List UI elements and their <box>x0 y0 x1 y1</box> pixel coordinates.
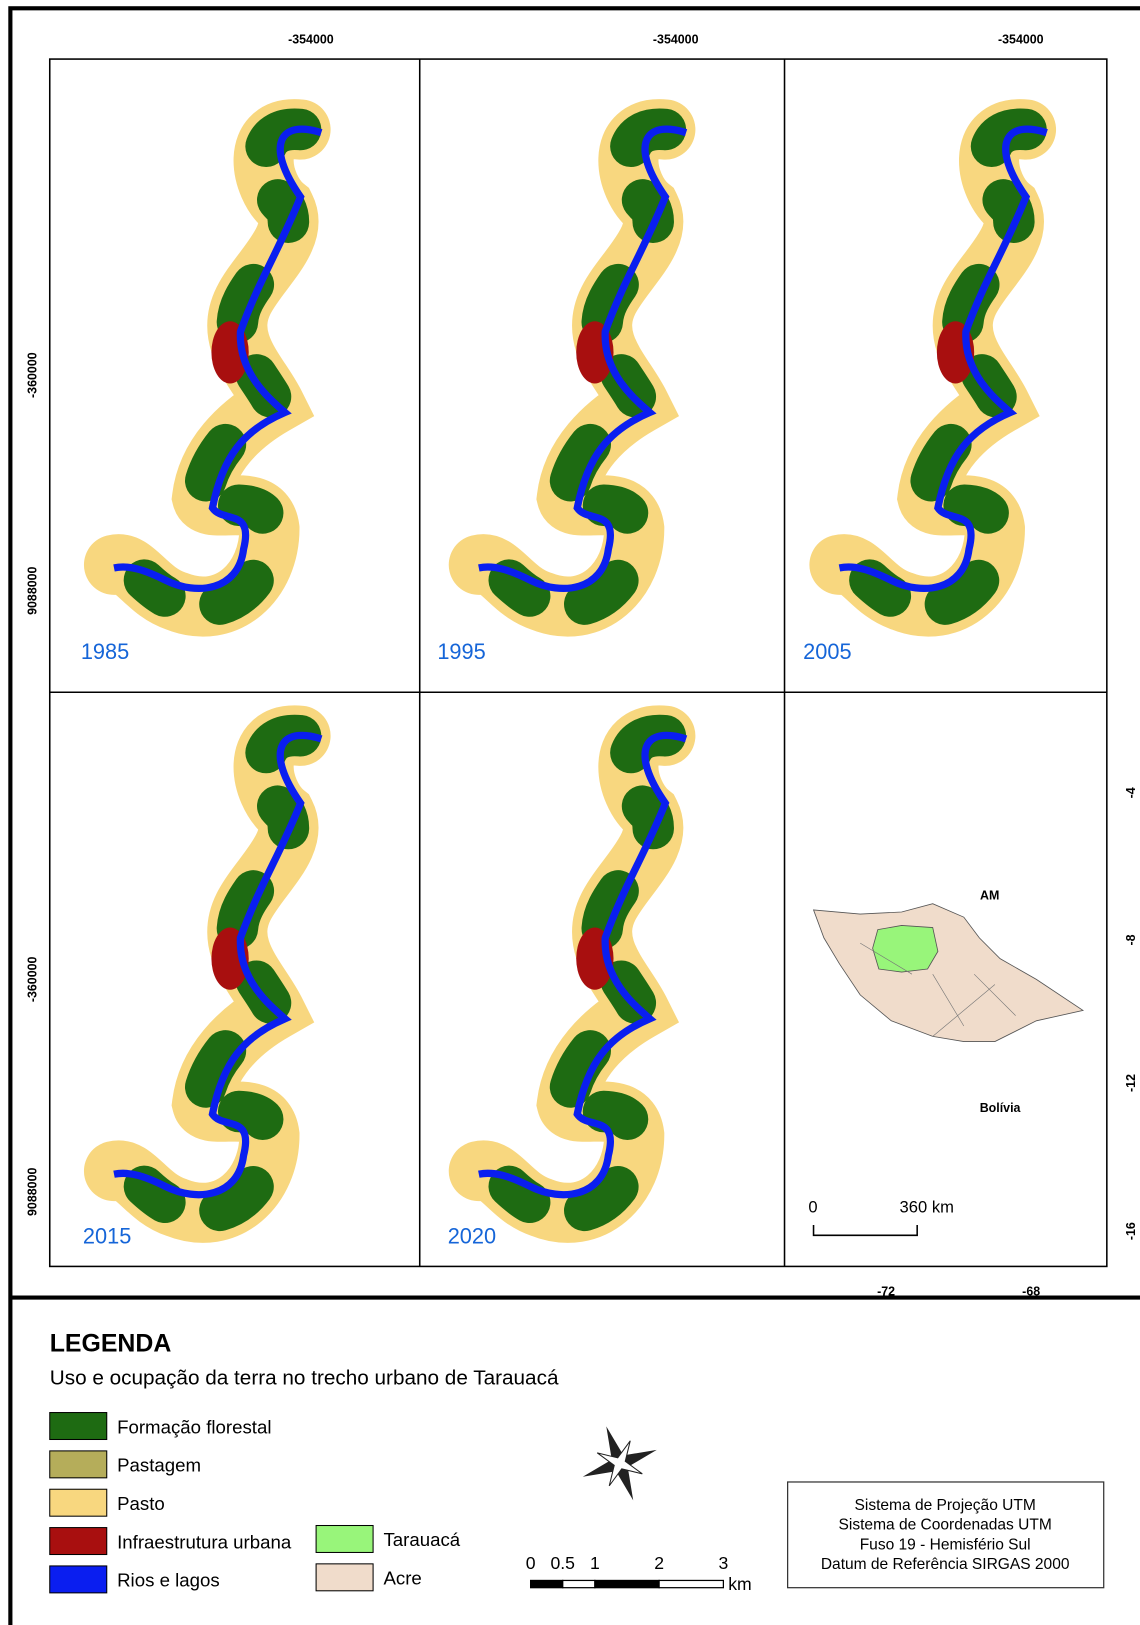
locator-scale-label: 0 <box>808 1198 817 1217</box>
lat-tick-label: -8 <box>1124 934 1138 945</box>
legend-items: Formação florestal Pastagem Pasto Infraestr… <box>50 1413 461 1593</box>
scale-label: km <box>728 1574 751 1594</box>
legend-title: LEGENDA <box>50 1329 172 1357</box>
legend-swatch <box>50 1451 107 1478</box>
legend-swatch <box>50 1566 107 1593</box>
page: {"maps": { "top_x_labels": ["-354000", "… <box>0 0 1140 1625</box>
legend-subtitle: Uso e ocupação da terra no trecho urbano… <box>50 1367 559 1390</box>
scale-label: 2 <box>654 1553 664 1573</box>
year-label: 2015 <box>83 1224 131 1249</box>
legend-swatch <box>50 1489 107 1516</box>
lat-tick-label: -12 <box>1124 1074 1138 1092</box>
legend-label: Pasto <box>117 1493 165 1514</box>
scale-label: 1 <box>590 1553 600 1573</box>
year-label: 1985 <box>81 639 129 664</box>
locator-label: Bolívia <box>980 1101 1021 1115</box>
map-layout: -354000 -354000 -354000 -360000 9088000 … <box>0 0 1140 1625</box>
info-line: Fuso 19 - Hemisfério Sul <box>860 1536 1031 1553</box>
locator-scale-label: 360 km <box>900 1198 954 1217</box>
lon-tick-label: -72 <box>877 1284 895 1298</box>
legend-label: Tarauacá <box>383 1529 460 1550</box>
tarauaca-municipality <box>873 925 938 972</box>
locator-label: AM <box>980 889 999 903</box>
legend-swatch <box>316 1526 373 1553</box>
info-line: Sistema de Coordenadas UTM <box>839 1517 1052 1534</box>
legend-label: Acre <box>383 1568 421 1589</box>
x-coord-label: -354000 <box>288 33 334 47</box>
info-line: Datum de Referência SIRGAS 2000 <box>821 1556 1070 1573</box>
year-label: 1995 <box>437 639 485 664</box>
lon-tick-label: -68 <box>1022 1284 1040 1298</box>
scale-label: 3 <box>718 1553 728 1573</box>
y-coord-label: 9088000 <box>25 566 39 614</box>
year-label: 2020 <box>448 1224 496 1249</box>
north-arrow <box>569 1413 670 1514</box>
legend-label: Infraestrutura urbana <box>117 1531 292 1552</box>
info-line: Sistema de Projeção UTM <box>855 1497 1036 1514</box>
legend-swatch <box>50 1413 107 1440</box>
legend-swatch <box>316 1564 373 1591</box>
scale-label: 0 <box>526 1553 536 1573</box>
y-coord-label: -360000 <box>25 956 39 1002</box>
y-coord-label: -360000 <box>25 352 39 398</box>
year-label: 2005 <box>803 639 851 664</box>
legend-label: Pastagem <box>117 1455 201 1476</box>
x-coord-label: -354000 <box>653 33 699 47</box>
scale-bar <box>531 1580 724 1587</box>
x-coord-label: -354000 <box>998 33 1044 47</box>
legend-label: Formação florestal <box>117 1416 271 1437</box>
legend-label: Rios e lagos <box>117 1570 220 1591</box>
legend-swatch <box>50 1528 107 1555</box>
scale-label: 0.5 <box>551 1553 576 1573</box>
lat-tick-label: -16 <box>1124 1222 1138 1240</box>
y-coord-label: 9088000 <box>25 1168 39 1216</box>
lat-tick-label: -4 <box>1124 787 1138 798</box>
